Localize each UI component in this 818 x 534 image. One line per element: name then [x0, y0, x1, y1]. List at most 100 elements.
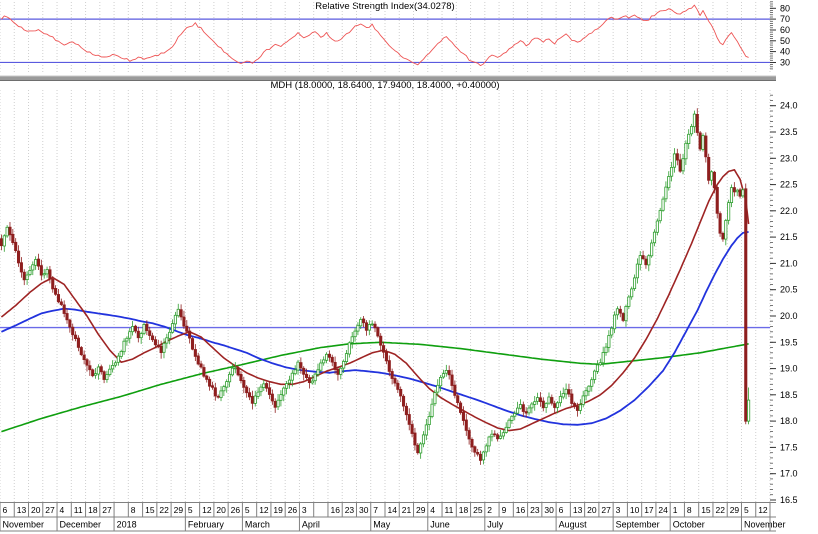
candle[interactable] — [316, 369, 320, 375]
candle[interactable] — [533, 401, 537, 405]
candle[interactable] — [136, 330, 140, 339]
candle[interactable] — [424, 424, 428, 436]
candle[interactable] — [122, 340, 126, 353]
candle[interactable] — [729, 187, 734, 204]
candle[interactable] — [601, 352, 605, 364]
candle[interactable] — [347, 342, 351, 355]
candle[interactable] — [185, 325, 189, 332]
candle[interactable] — [199, 363, 203, 368]
candle[interactable] — [233, 367, 237, 370]
candle[interactable] — [42, 273, 46, 276]
candle[interactable] — [538, 397, 542, 402]
candle[interactable] — [151, 335, 155, 341]
candle[interactable] — [265, 383, 269, 389]
candle[interactable] — [210, 385, 215, 388]
candle[interactable] — [99, 366, 103, 373]
candle[interactable] — [176, 308, 180, 317]
candle[interactable] — [738, 189, 742, 197]
candle[interactable] — [630, 288, 634, 298]
candle[interactable] — [111, 364, 115, 370]
candle[interactable] — [541, 400, 545, 409]
candle[interactable] — [510, 415, 514, 421]
candle[interactable] — [675, 153, 679, 161]
candle[interactable] — [350, 336, 354, 343]
candle[interactable] — [165, 337, 169, 344]
candle[interactable] — [213, 387, 217, 397]
candle[interactable] — [587, 385, 591, 392]
candle[interactable] — [590, 379, 594, 387]
candle[interactable] — [153, 339, 157, 346]
candle[interactable] — [718, 213, 722, 234]
candle[interactable] — [664, 186, 668, 200]
candle[interactable] — [370, 323, 374, 326]
candle[interactable] — [473, 446, 477, 453]
candle[interactable] — [678, 159, 682, 172]
candle[interactable] — [621, 313, 625, 321]
candle[interactable] — [287, 379, 292, 384]
candle[interactable] — [459, 402, 463, 413]
candle[interactable] — [447, 370, 451, 376]
candle[interactable] — [701, 135, 705, 150]
candle[interactable] — [205, 375, 209, 380]
candle[interactable] — [712, 171, 716, 189]
candle[interactable] — [102, 371, 106, 380]
candle[interactable] — [444, 369, 448, 374]
candle[interactable] — [48, 269, 52, 280]
candle[interactable] — [125, 337, 129, 342]
candle[interactable] — [324, 353, 329, 361]
candle[interactable] — [133, 325, 138, 332]
candle[interactable] — [25, 274, 29, 280]
candle[interactable] — [85, 359, 89, 366]
candle[interactable] — [179, 309, 183, 318]
candle[interactable] — [113, 362, 118, 366]
candle[interactable] — [190, 338, 195, 350]
candle[interactable] — [419, 443, 423, 454]
candle[interactable] — [310, 380, 314, 384]
candle[interactable] — [484, 445, 488, 453]
candle[interactable] — [553, 403, 557, 408]
candle[interactable] — [490, 433, 494, 438]
candle[interactable] — [342, 360, 346, 369]
candle[interactable] — [293, 369, 297, 375]
candle[interactable] — [131, 326, 135, 333]
candle[interactable] — [173, 314, 177, 325]
candle[interactable] — [59, 301, 63, 305]
candle[interactable] — [228, 373, 232, 383]
candle[interactable] — [695, 114, 699, 133]
candle[interactable] — [564, 388, 568, 395]
candle[interactable] — [116, 355, 120, 363]
candle[interactable] — [290, 372, 294, 381]
candle[interactable] — [658, 210, 662, 222]
candle[interactable] — [382, 345, 386, 353]
candle[interactable] — [93, 373, 98, 376]
candles[interactable] — [0, 108, 751, 465]
candle[interactable] — [450, 374, 454, 386]
candle[interactable] — [555, 402, 560, 408]
candle[interactable] — [11, 233, 15, 244]
candle[interactable] — [74, 334, 78, 340]
candle[interactable] — [56, 294, 61, 303]
candle[interactable] — [8, 226, 12, 236]
candle[interactable] — [527, 407, 531, 414]
candle[interactable] — [267, 387, 272, 395]
candle[interactable] — [270, 393, 274, 402]
candle[interactable] — [285, 383, 289, 389]
candle[interactable] — [148, 330, 152, 336]
candle[interactable] — [436, 384, 440, 393]
candle[interactable] — [421, 434, 426, 445]
candle[interactable] — [51, 278, 55, 290]
candle[interactable] — [162, 342, 166, 353]
candle[interactable] — [14, 241, 18, 252]
candle[interactable] — [62, 304, 66, 314]
candle[interactable] — [76, 337, 80, 348]
candle[interactable] — [356, 324, 360, 332]
candle[interactable] — [707, 156, 711, 181]
candle[interactable] — [168, 331, 172, 339]
candle[interactable] — [570, 393, 574, 404]
candle[interactable] — [544, 403, 548, 408]
candle[interactable] — [521, 404, 525, 412]
candle[interactable] — [747, 399, 751, 422]
candle[interactable] — [273, 400, 277, 408]
rsi-panel[interactable] — [0, 4, 770, 67]
candle[interactable] — [188, 330, 192, 339]
